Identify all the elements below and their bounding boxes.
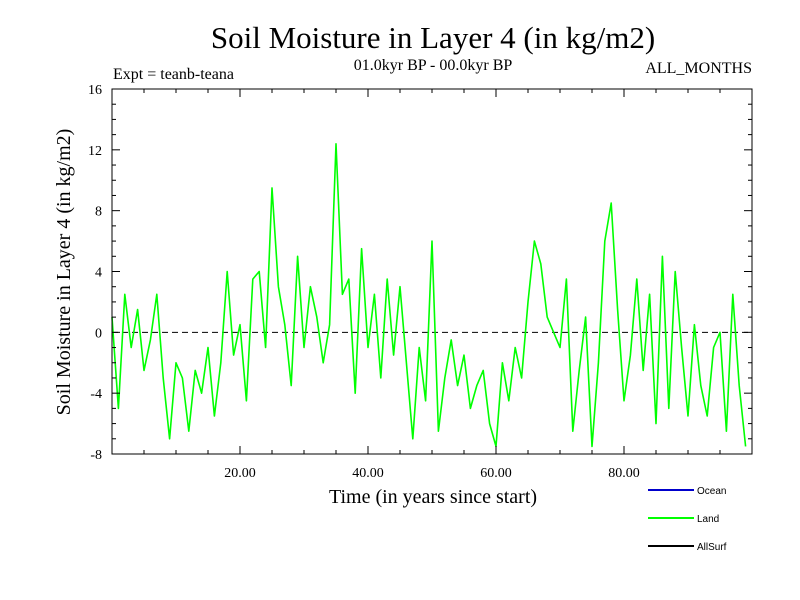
x-tick-label: 80.00: [608, 466, 640, 481]
y-tick-label: -8: [90, 448, 102, 463]
legend-label-allsurf: AllSurf: [697, 542, 727, 553]
y-tick-label: 4: [95, 266, 102, 281]
y-tick-label: 16: [88, 83, 102, 98]
legend: Ocean Land AllSurf: [648, 486, 727, 553]
y-tick-label: -4: [90, 387, 102, 402]
y-tick-label: 8: [95, 205, 102, 220]
months-note: ALL_MONTHS: [645, 60, 752, 77]
plot-frame: [111, 88, 753, 455]
x-tick-label: 40.00: [352, 466, 384, 481]
x-axis-label: Time (in years since start): [329, 486, 537, 508]
x-tick-label: 60.00: [480, 466, 512, 481]
y-tick-label: 12: [88, 144, 102, 159]
y-axis-label: Soil Moisture in Layer 4 (in kg/m2): [53, 129, 75, 416]
chart-subtitle: 01.0kyr BP - 00.0kyr BP: [354, 57, 513, 74]
legend-label-ocean: Ocean: [697, 486, 726, 497]
legend-label-land: Land: [697, 514, 719, 525]
y-tick-label: 0: [95, 326, 102, 341]
series-line-land: [111, 143, 747, 448]
x-tick-label: 20.00: [224, 466, 256, 481]
chart-title: Soil Moisture in Layer 4 (in kg/m2): [211, 20, 655, 55]
experiment-note: Expt = teanb-teana: [113, 66, 234, 83]
